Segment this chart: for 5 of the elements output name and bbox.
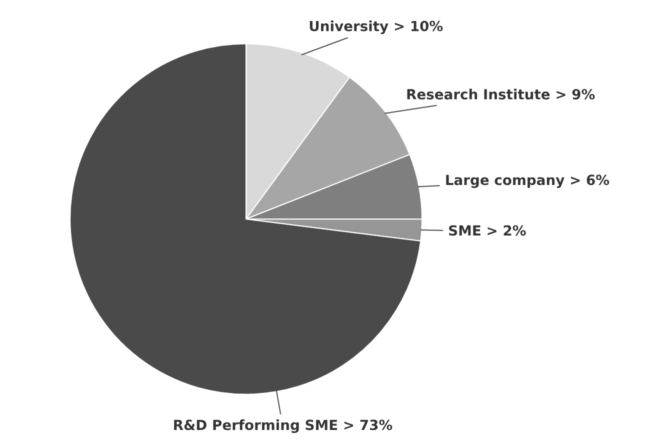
slice-label: Large company > 6% [446, 174, 610, 188]
slice-label: SME > 2% [449, 225, 526, 236]
slice-label: University > 10% [310, 20, 443, 34]
slice-label: R&D Performing SME > 73% [174, 419, 392, 433]
slice-label: Research Institute > 9% [407, 88, 595, 100]
